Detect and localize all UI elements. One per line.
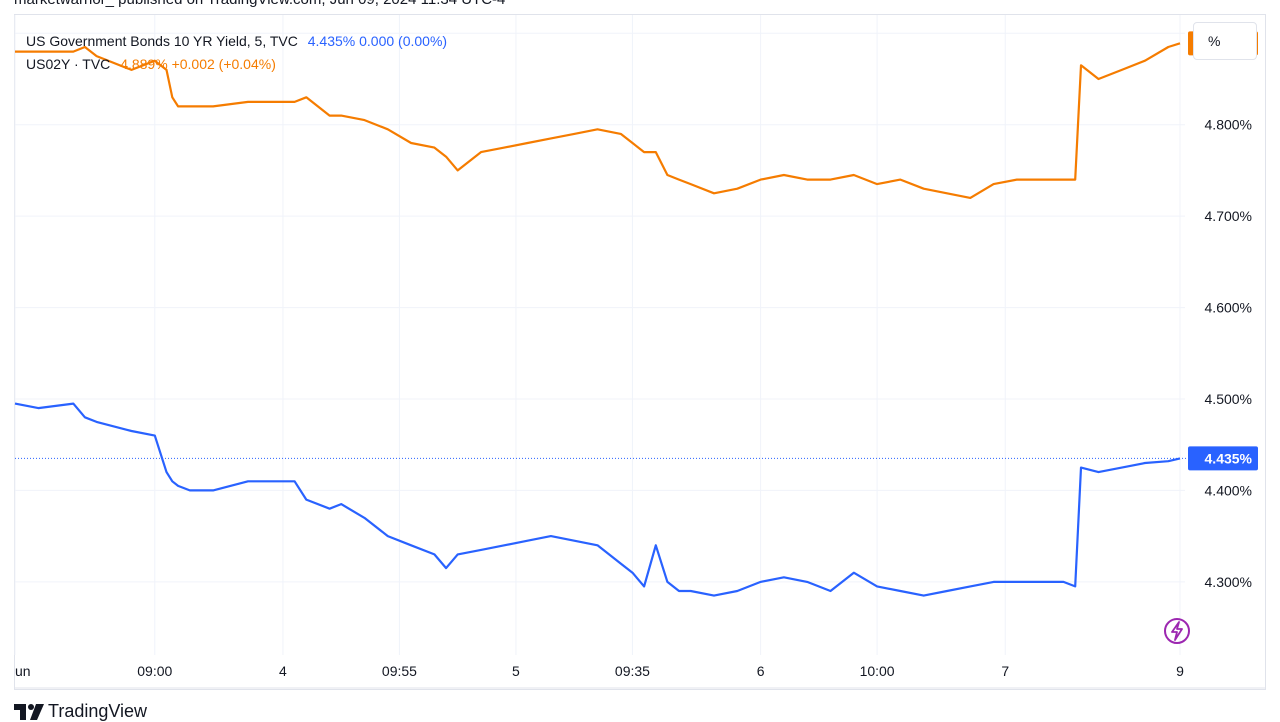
chart-legend: US Government Bonds 10 YR Yield, 5, TVC … [26, 30, 447, 76]
price-tick-label: 4.600% [1205, 300, 1252, 316]
legend-10yr-change: 0.000 (0.00%) [359, 33, 448, 49]
series-layer [14, 42, 1181, 597]
attribution-text: marketwarrior_ published on TradingView.… [14, 0, 505, 8]
lightning-icon[interactable] [1162, 616, 1192, 646]
legend-10yr-value: 4.435% [307, 33, 356, 49]
tradingview-logo-text: TradingView [48, 700, 148, 721]
legend-2yr-name: US02Y · TVC [26, 56, 111, 72]
time-axis[interactable]: un 09:00 4 09:55 5 09:35 6 10:00 7 9 [15, 663, 1184, 679]
percent-scale-label: % [1208, 33, 1221, 49]
price-tick-label: 4.700% [1205, 208, 1252, 224]
time-tick-label: 4 [279, 663, 287, 679]
price-tick-label: 4.300% [1205, 574, 1252, 590]
last-value-badge-text: 4.435% [1205, 450, 1253, 466]
percent-scale-button[interactable]: % [1193, 22, 1257, 60]
time-tick-label: 09:35 [615, 663, 650, 679]
tradingview-logo[interactable]: TradingView [14, 700, 147, 722]
price-axis[interactable]: 4.300%4.400%4.500%4.600%4.700%4.800%4.90… [1205, 25, 1252, 590]
time-tick-label: 5 [512, 663, 520, 679]
legend-2yr-value: 4.889% [120, 56, 168, 72]
price-tick-label: 4.800% [1205, 117, 1252, 133]
time-tick-label: 9 [1176, 663, 1184, 679]
last-value-badge [1188, 446, 1258, 471]
time-tick-label: 7 [1001, 663, 1009, 679]
legend-row-2yr[interactable]: US02Y · TVC 4.889% +0.002 (+0.04%) [26, 53, 447, 76]
tradingview-logo-icon [14, 704, 44, 720]
time-tick-label: 09:55 [382, 663, 417, 679]
price-tick-label: 4.500% [1205, 391, 1252, 407]
legend-10yr-name: US Government Bonds 10 YR Yield, 5, TVC [26, 33, 298, 49]
time-tick-label: un [15, 663, 31, 679]
legend-row-10yr[interactable]: US Government Bonds 10 YR Yield, 5, TVC … [26, 30, 447, 53]
vertical-grid [14, 15, 1181, 655]
price-tick-label: 4.400% [1205, 482, 1252, 498]
time-tick-label: 6 [757, 663, 765, 679]
legend-2yr-change: +0.002 (+0.04%) [171, 56, 276, 72]
us10y-line [14, 402, 1181, 597]
us02y-line [15, 42, 1181, 199]
time-tick-label: 09:00 [137, 663, 172, 679]
horizontal-grid [15, 32, 1185, 583]
time-tick-label: 10:00 [860, 663, 895, 679]
